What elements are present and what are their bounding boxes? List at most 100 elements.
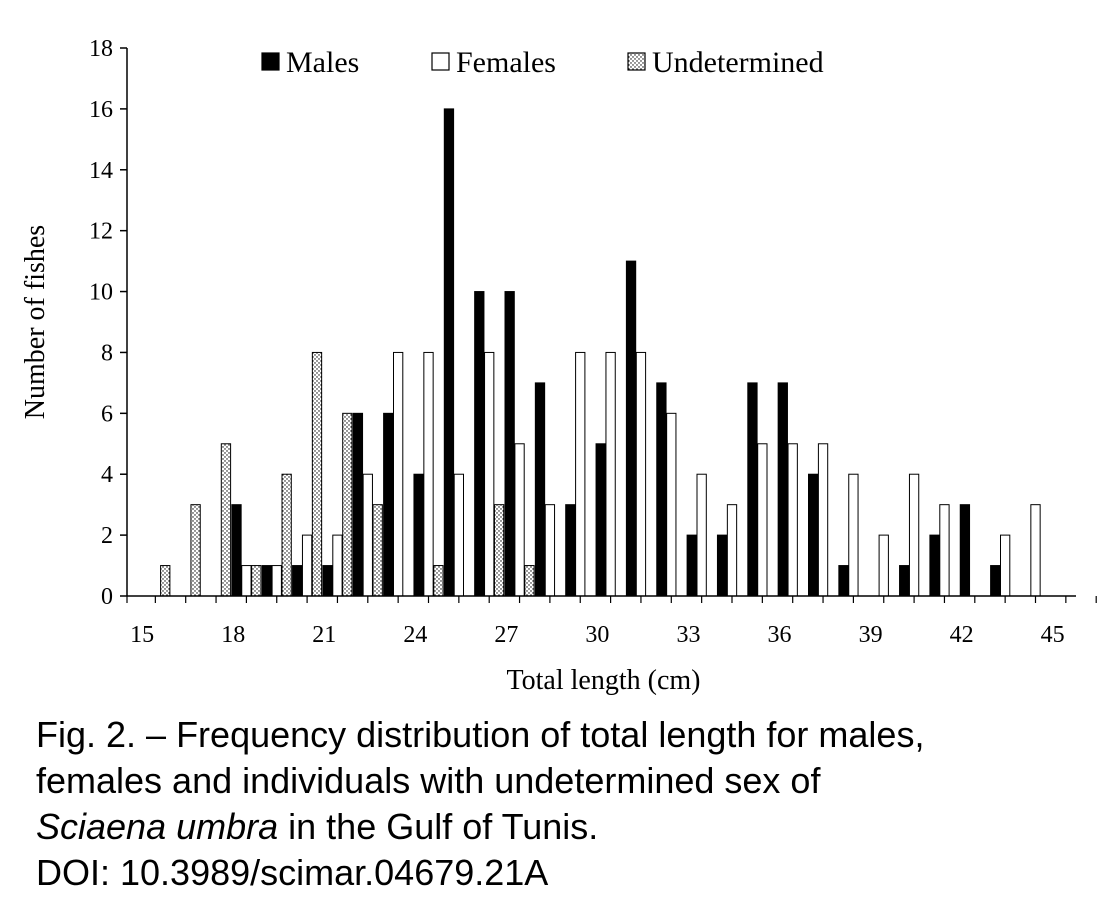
bar-female-28: [544, 504, 556, 597]
bar-undetermined-18: [251, 565, 262, 597]
bar-undetermined-22: [372, 504, 383, 597]
bar-undetermined-21: [342, 412, 353, 597]
legend-label-males: Males: [286, 46, 359, 79]
y-tick-label-16: 16: [89, 97, 113, 123]
bar-female-39: [878, 534, 889, 597]
y-axis-title: Number of fishes: [20, 225, 51, 419]
x-tick-label-21: 21: [312, 622, 336, 648]
legend-swatch-males: [261, 52, 280, 71]
bar-female-36: [787, 443, 798, 597]
bar-female-20: [301, 534, 313, 597]
y-tick-label-12: 12: [89, 219, 113, 245]
bar-female-33: [696, 473, 707, 597]
bar-female-37: [817, 443, 829, 597]
legend-label-undetermined: Undetermined: [652, 46, 824, 79]
bar-male-35: [747, 382, 758, 597]
legend-swatch-females: [431, 52, 450, 71]
legend-swatch-undetermined: [627, 52, 646, 71]
bar-undetermined-16: [190, 504, 201, 597]
bar-male-31: [625, 260, 637, 597]
histogram-chart: 024681012141618151821242730333639424548T…: [20, 36, 1097, 696]
y-tick-label-10: 10: [89, 280, 113, 306]
y-tick-label-8: 8: [101, 340, 113, 366]
bar-male-33: [686, 534, 697, 597]
legend: Males Females Undetermined: [261, 46, 824, 79]
bar-female-22: [362, 473, 373, 597]
bar-female-26: [484, 351, 495, 597]
legend-label-females: Females: [456, 46, 556, 79]
y-tick-label-0: 0: [101, 584, 113, 610]
bars-layer: [160, 108, 1041, 597]
bar-undetermined-27: [524, 565, 535, 597]
bar-female-24: [423, 351, 434, 597]
figure-caption: Fig. 2. – Frequency distribution of tota…: [36, 712, 1076, 896]
bar-male-25: [443, 108, 455, 597]
bar-female-35: [757, 443, 768, 597]
bar-male-20: [292, 565, 303, 597]
bar-female-23: [393, 351, 404, 597]
caption-line-3-rest: in the Gulf of Tunis.: [278, 806, 599, 847]
bar-female-44: [1030, 504, 1041, 597]
bar-female-43: [1000, 534, 1011, 597]
x-tick-label-18: 18: [221, 622, 245, 648]
bar-undetermined-17: [220, 443, 232, 597]
bar-male-26: [474, 291, 485, 597]
x-tick-label-33: 33: [676, 622, 700, 648]
bar-male-32: [656, 382, 667, 597]
x-tick-label-39: 39: [859, 622, 883, 648]
bar-undetermined-26: [493, 504, 505, 597]
bar-female-31: [635, 351, 647, 597]
bar-male-42: [959, 504, 971, 597]
bar-male-30: [595, 443, 606, 597]
bar-male-19: [261, 565, 273, 597]
bar-male-18: [231, 504, 242, 597]
bar-male-22: [352, 412, 364, 597]
caption-line-2: females and individuals with undetermine…: [36, 760, 821, 801]
x-tick-label-36: 36: [768, 622, 792, 648]
bar-female-34: [726, 504, 738, 597]
x-tick-label-27: 27: [494, 622, 518, 648]
bar-male-21: [322, 565, 333, 597]
bar-female-41: [939, 504, 950, 597]
caption-line-1: Fig. 2. – Frequency distribution of tota…: [36, 714, 925, 755]
bar-male-23: [383, 412, 394, 597]
bar-undetermined-20: [311, 351, 323, 597]
caption-line-3: Sciaena umbra in the Gulf of Tunis.: [36, 804, 1076, 850]
x-axis-title: Total length (cm): [507, 665, 701, 696]
x-tick-label-30: 30: [585, 622, 609, 648]
y-tick-label-14: 14: [89, 158, 113, 184]
y-tick-label-2: 2: [101, 523, 113, 549]
bar-female-40: [908, 473, 920, 597]
bar-female-29: [575, 351, 586, 597]
bar-female-32: [666, 412, 677, 597]
x-tick-label-45: 45: [1041, 622, 1065, 648]
bar-male-36: [777, 382, 788, 597]
bar-male-43: [990, 565, 1001, 597]
bar-female-21: [332, 534, 343, 597]
caption-species-name: Sciaena umbra: [36, 806, 279, 847]
bar-male-27: [504, 291, 515, 597]
bar-male-29: [565, 504, 576, 597]
bar-female-27: [514, 443, 525, 597]
y-tick-label-6: 6: [101, 401, 113, 427]
x-tick-label-42: 42: [950, 622, 974, 648]
bar-female-19: [271, 565, 282, 597]
bar-male-34: [716, 534, 728, 597]
bar-undetermined-15: [160, 565, 171, 597]
chart-svg: 024681012141618151821242730333639424548T…: [20, 36, 1097, 696]
x-tick-label-24: 24: [403, 622, 427, 648]
y-tick-label-4: 4: [101, 462, 113, 488]
bar-male-41: [929, 534, 940, 597]
bar-male-24: [413, 473, 424, 597]
bar-male-38: [838, 565, 849, 597]
bar-male-40: [899, 565, 910, 597]
bar-male-37: [808, 473, 819, 597]
caption-doi: DOI: 10.3989/scimar.04679.21A: [36, 852, 549, 893]
y-tick-label-18: 18: [89, 36, 113, 62]
bar-female-18: [241, 565, 252, 597]
axes-layer: 024681012141618151821242730333639424548T…: [20, 36, 1097, 696]
bar-female-30: [605, 351, 616, 597]
bar-female-38: [848, 473, 859, 597]
bar-male-28: [534, 382, 546, 597]
bar-undetermined-24: [433, 565, 444, 597]
